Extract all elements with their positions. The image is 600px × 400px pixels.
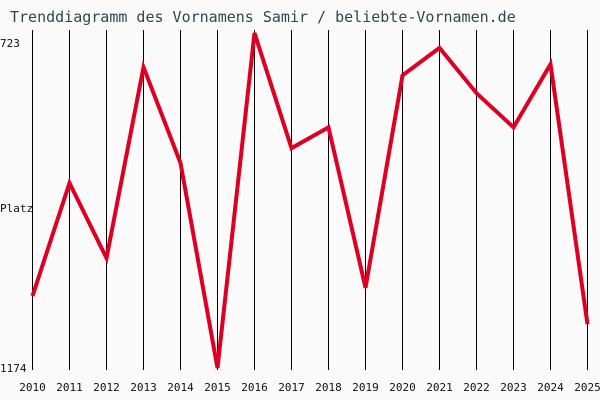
x-tick-label: 2019: [352, 381, 379, 394]
y-tick-bottom: 1174: [0, 362, 27, 375]
x-tick-label: 2024: [537, 381, 564, 394]
x-tick-label: 2022: [463, 381, 490, 394]
y-axis-label: Platz: [0, 202, 33, 215]
x-tick-label: 2013: [130, 381, 157, 394]
x-tick-label: 2016: [241, 381, 268, 394]
x-tick-label: 2012: [93, 381, 120, 394]
chart-title: Trenddiagramm des Vornamens Samir / beli…: [10, 8, 516, 26]
x-tick-label: 2025: [574, 381, 600, 394]
x-tick-label: 2023: [500, 381, 527, 394]
x-tick-label: 2010: [19, 381, 46, 394]
y-tick-top: 723: [0, 37, 20, 50]
x-tick-label: 2017: [278, 381, 305, 394]
x-tick-label: 2015: [204, 381, 231, 394]
x-tick-label: 2018: [315, 381, 342, 394]
x-tick-label: 2011: [56, 381, 83, 394]
series-line: [30, 32, 590, 369]
x-tick-label: 2020: [389, 381, 416, 394]
x-tick-label: 2021: [426, 381, 453, 394]
x-tick-label: 2014: [167, 381, 194, 394]
